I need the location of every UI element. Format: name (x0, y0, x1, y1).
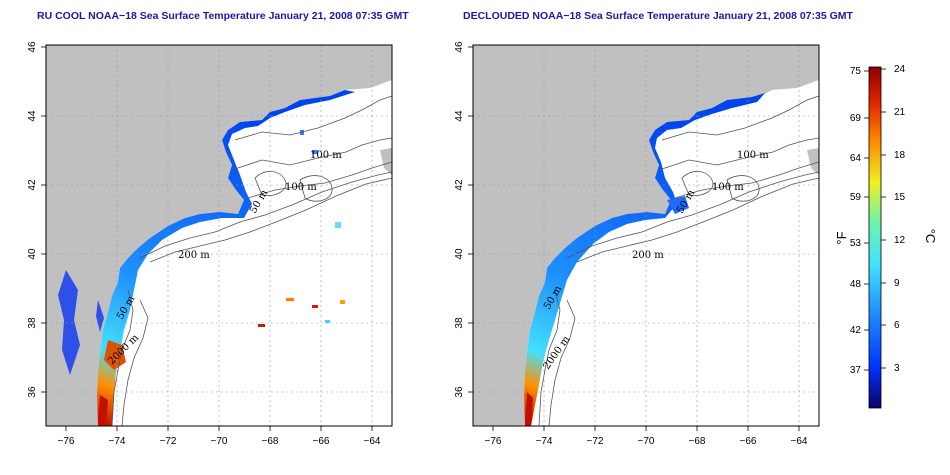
right-panel-title: DECLOUDED NOAA−18 Sea Surface Temperatur… (463, 10, 853, 22)
lon-tick-label: −70 (638, 436, 655, 447)
lon-tick-label: −66 (313, 436, 330, 447)
colorbar-c-tick: 21 (894, 107, 906, 118)
lat-tick-label: 42 (27, 179, 38, 191)
lon-tick-label: −68 (262, 436, 279, 447)
left-map-panel: 100 m 100 m 50 m 200 m 50 m 2000 m −76 −… (27, 41, 393, 447)
colorbar-f-tick: 42 (850, 325, 862, 336)
lat-tick-label: 40 (454, 248, 465, 260)
colorbar: 75 69 64 59 53 48 42 37 24 21 18 15 12 9… (834, 64, 938, 409)
lat-tick-label: 36 (454, 386, 465, 398)
contour-label: 100 m (737, 150, 769, 161)
lon-tick-label: −64 (364, 436, 381, 447)
lat-tick-label: 38 (27, 317, 38, 329)
colorbar-c-tick: 18 (894, 150, 906, 161)
colorbar-f-label: °F (834, 231, 849, 244)
sst-coastal-band (524, 93, 765, 426)
lon-tick-label: −70 (211, 436, 228, 447)
lon-tick-label: −68 (689, 436, 706, 447)
colorbar-c-tick: 9 (894, 278, 900, 289)
colorbar-f-tick: 75 (850, 66, 862, 77)
chesapeake-bay (58, 270, 80, 375)
lon-tick-label: −76 (485, 436, 502, 447)
colorbar-c-tick: 24 (894, 64, 906, 75)
contour-label: 100 m (712, 182, 744, 193)
colorbar-c-tick: 12 (894, 235, 906, 246)
lon-tick-label: −76 (58, 436, 75, 447)
lat-tick-label: 40 (27, 248, 38, 260)
colorbar-c-tick: 6 (894, 320, 900, 331)
lon-tick-label: −72 (587, 436, 604, 447)
colorbar-f-tick: 69 (850, 113, 862, 124)
colorbar-f-tick: 48 (850, 279, 862, 290)
left-grid (46, 45, 392, 426)
lat-tick-label: 44 (27, 110, 38, 122)
colorbar-c-tick: 15 (894, 192, 906, 203)
colorbar-c-tick: 3 (894, 363, 900, 374)
lat-tick-label: 46 (454, 41, 465, 53)
lon-tick-label: −64 (791, 436, 808, 447)
lat-tick-label: 42 (454, 179, 465, 191)
colorbar-f-tick: 59 (850, 192, 862, 203)
colorbar-f-tick: 37 (850, 365, 862, 376)
lon-tick-label: −66 (740, 436, 757, 447)
lon-tick-label: −74 (536, 436, 553, 447)
contour-label: 200 m (178, 250, 210, 261)
contour-label: 100 m (285, 182, 317, 193)
lon-tick-label: −72 (160, 436, 177, 447)
right-grid (473, 45, 819, 426)
colorbar-gradient (868, 66, 882, 409)
lat-tick-label: 38 (454, 317, 465, 329)
colorbar-f-tick: 64 (850, 153, 862, 164)
lon-tick-label: −74 (109, 436, 126, 447)
colorbar-f-tick: 53 (850, 238, 862, 249)
colorbar-c-label: °C (923, 229, 938, 244)
left-panel-title: RU COOL NOAA−18 Sea Surface Temperature … (37, 10, 409, 22)
lat-tick-label: 44 (454, 110, 465, 122)
contour-label: 100 m (310, 150, 342, 161)
lat-tick-label: 46 (27, 41, 38, 53)
lat-tick-label: 36 (27, 386, 38, 398)
contour-label: 200 m (632, 250, 664, 261)
right-map-panel: 100 m 100 m 50 m 200 m 50 m 2000 m −76 −… (454, 41, 820, 447)
